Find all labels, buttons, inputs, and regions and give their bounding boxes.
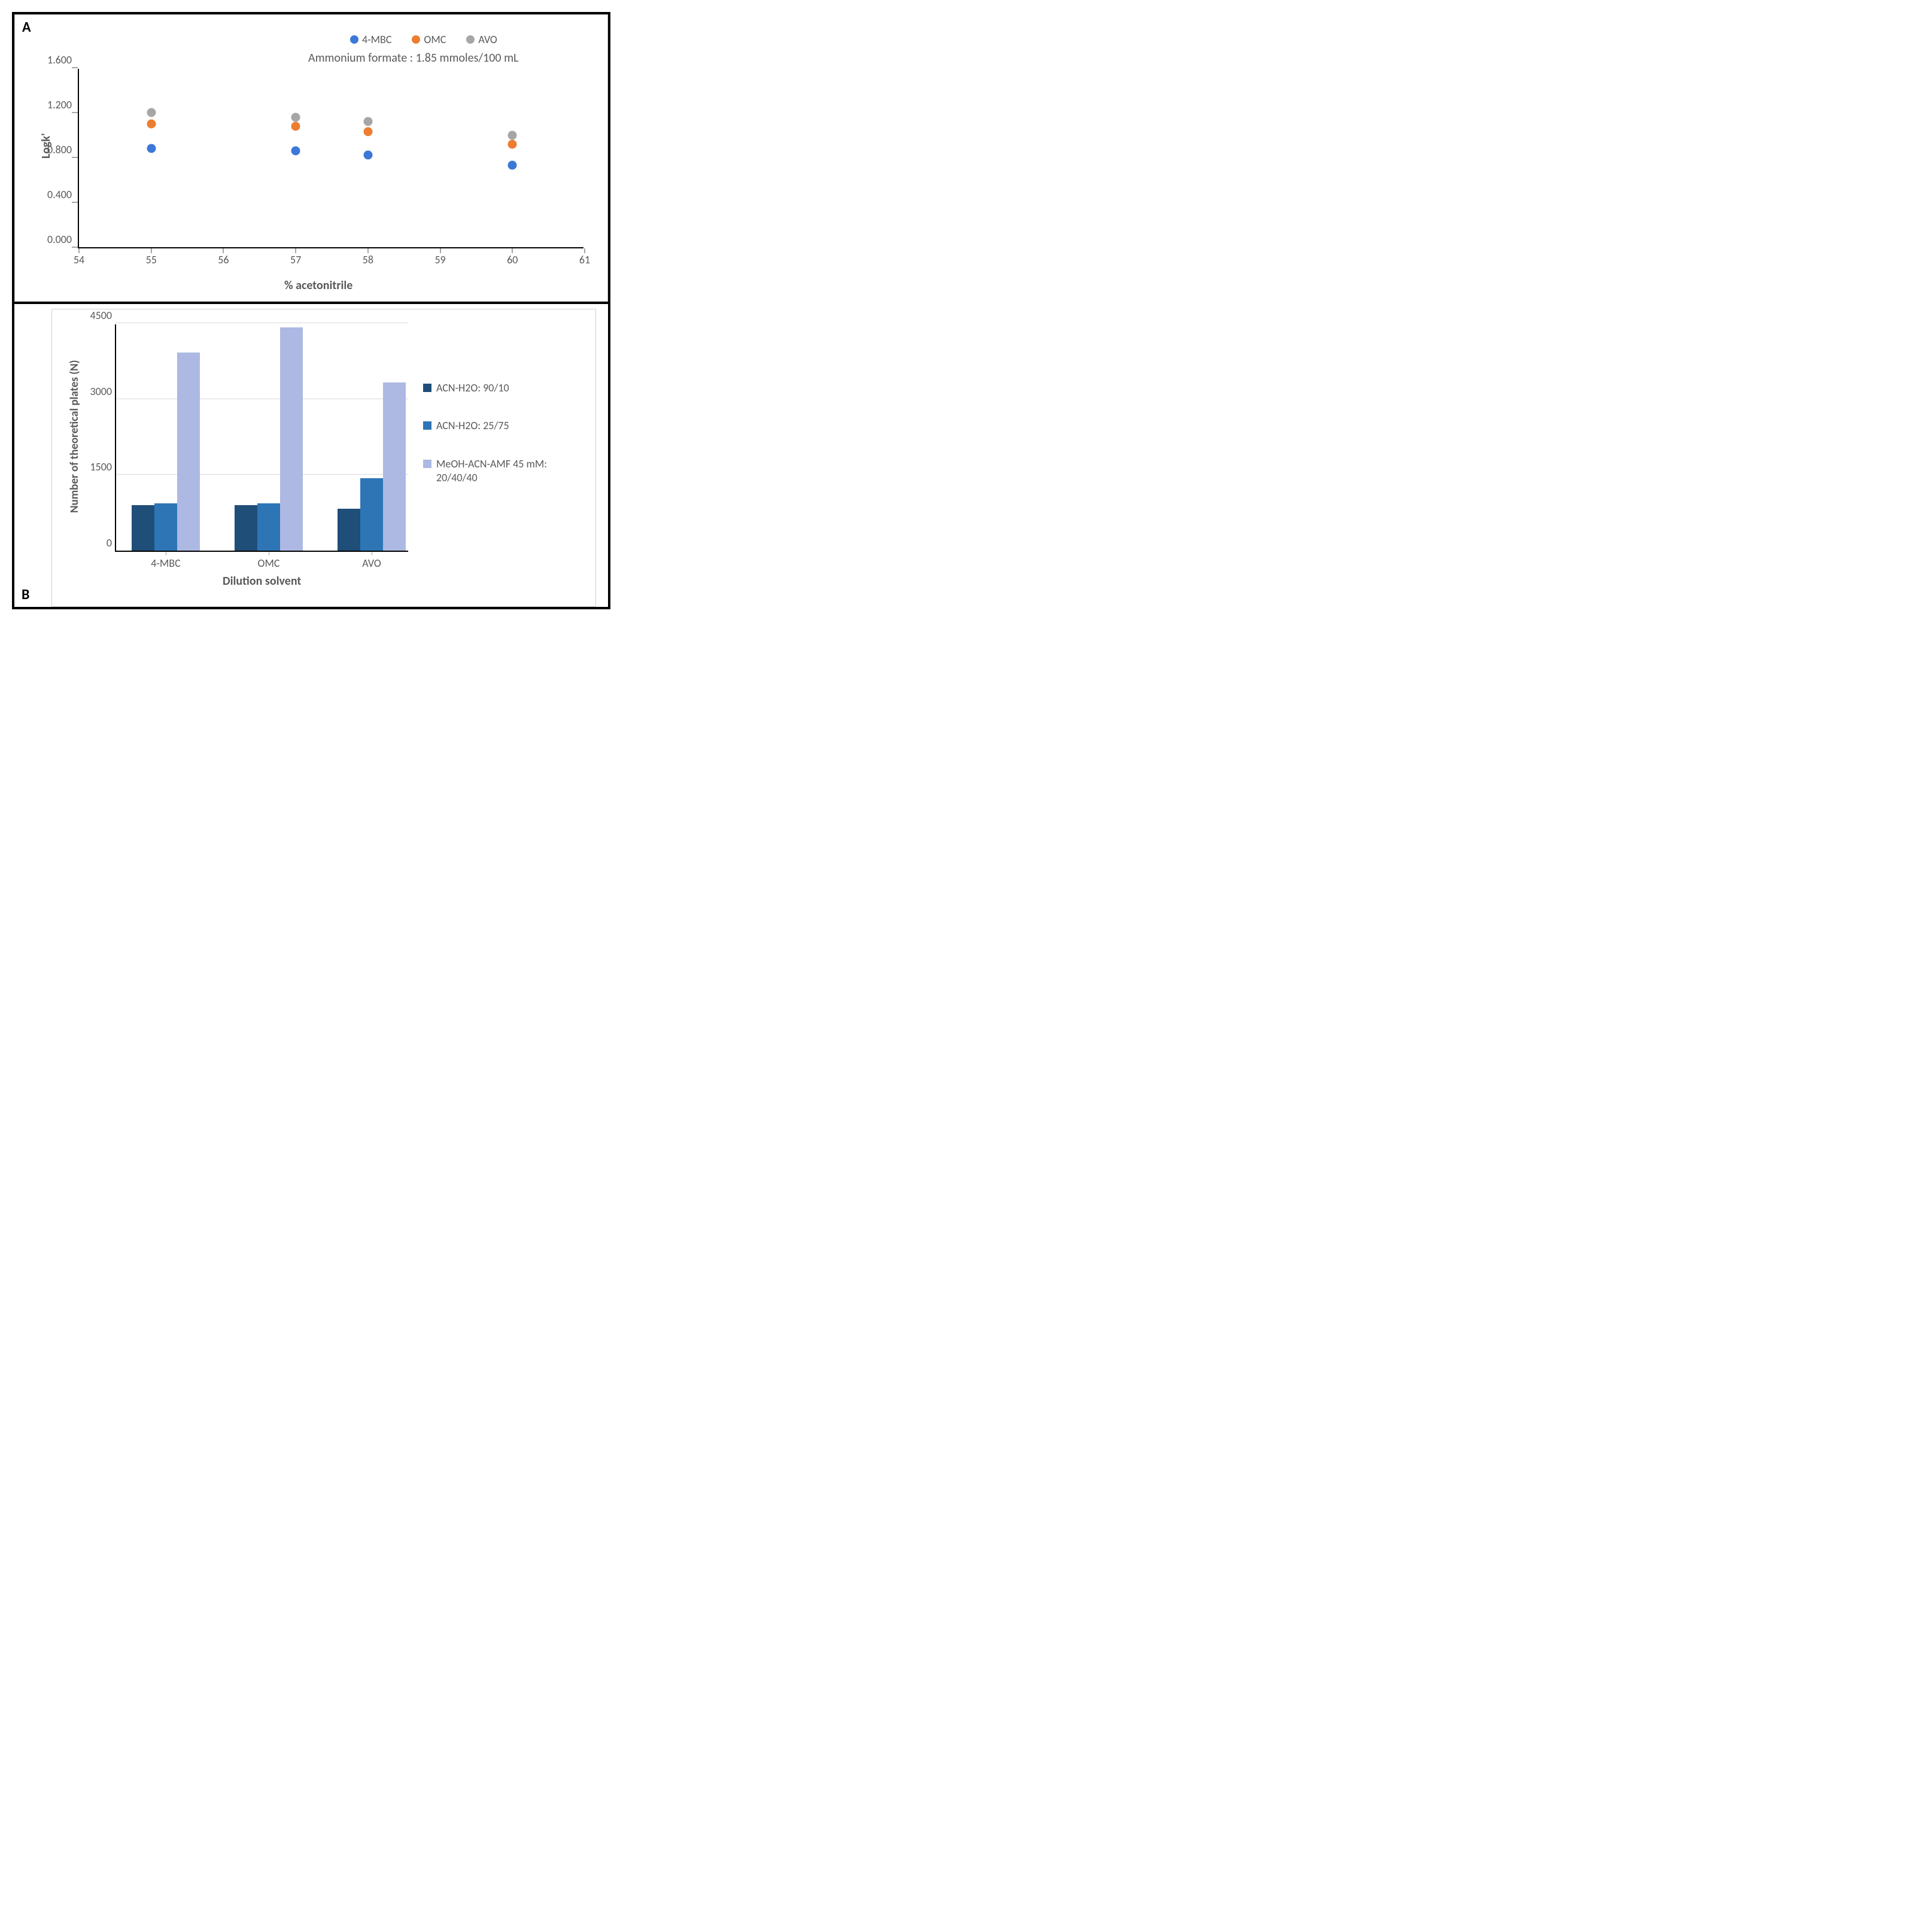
scatter-x-tick-label: 58: [363, 253, 373, 266]
bar-legend-item: MeOH-ACN-AMF 45 mM: 20/40/40: [423, 457, 579, 485]
bar: [280, 327, 303, 551]
scatter-point: [291, 121, 300, 130]
legend-marker-icon: [466, 35, 475, 44]
scatter-point: [508, 139, 517, 148]
scatter-x-tick: [295, 248, 296, 253]
scatter-point: [147, 119, 156, 128]
bar-y-tick-label: 4500: [83, 309, 112, 322]
scatter-point: [363, 117, 372, 126]
scatter-x-tick-label: 59: [434, 253, 445, 266]
scatter-y-tick-label: 0.400: [43, 188, 72, 201]
legend-label: 4-MBC: [362, 33, 391, 46]
legend-marker-icon: [350, 35, 358, 44]
scatter-x-tick: [151, 248, 152, 253]
bar-y-tick-label: 3000: [83, 385, 112, 398]
legend-label: ACN-H2O: 25/75: [436, 419, 509, 433]
bar: [235, 505, 257, 551]
panel-a-label: A: [22, 19, 31, 36]
bar: [177, 353, 200, 551]
bar-legend-item: ACN-H2O: 25/75: [423, 419, 579, 433]
bar-legend-item: ACN-H2O: 90/10: [423, 381, 579, 395]
bar: [257, 503, 280, 551]
scatter-x-tick: [584, 248, 585, 253]
scatter-x-tick-label: 56: [218, 253, 229, 266]
scatter-y-tick: [72, 112, 78, 113]
scatter-y-tick-label: 0.000: [43, 233, 72, 246]
legend-swatch-icon: [423, 421, 431, 430]
scatter-x-tick: [440, 248, 441, 253]
scatter-point: [147, 108, 156, 117]
scatter-x-tick: [512, 248, 513, 253]
scatter-y-tick-label: 0.800: [43, 143, 72, 156]
legend-swatch-icon: [423, 384, 431, 392]
bar-group: AVO: [338, 382, 406, 551]
scatter-x-tick: [78, 248, 80, 253]
panel-b: Number of theoretical plates (N) Dilutio…: [51, 309, 596, 607]
bar-group: 4-MBC: [132, 353, 200, 551]
scatter-point: [291, 146, 300, 155]
scatter-x-tick-label: 54: [74, 253, 84, 266]
bar: [154, 503, 177, 551]
bar-y-tick-label: 0: [83, 536, 112, 549]
bar-category-label: 4-MBC: [132, 557, 200, 570]
panel-b-wrapper: B Number of theoretical plates (N) Dilut…: [14, 302, 608, 607]
legend-label: ACN-H2O: 90/10: [436, 381, 509, 395]
scatter-legend: 4-MBC OMC AVO: [350, 33, 497, 46]
scatter-x-tick: [367, 248, 369, 253]
scatter-legend-item: AVO: [466, 33, 497, 46]
legend-swatch-icon: [423, 460, 431, 468]
bar-plot-area: 01500300045004-MBCOMCAVO: [115, 324, 408, 552]
bar-x-axis-label: Dilution solvent: [223, 574, 301, 588]
bar: [132, 505, 154, 551]
scatter-x-tick: [223, 248, 224, 253]
scatter-y-tick: [72, 247, 78, 248]
scatter-x-tick-label: 55: [146, 253, 157, 266]
figure-frame: A 4-MBC OMC AVO Ammonium formate : 1.85 mm…: [12, 12, 610, 609]
scatter-plot-area: 0.0000.4000.8001.2001.600545556575859606…: [78, 69, 583, 248]
scatter-x-axis-label: % acetonitrile: [284, 278, 352, 293]
legend-label: AVO: [478, 33, 497, 46]
bar-y-axis-label: Number of theoretical plates (N): [68, 360, 81, 513]
scatter-y-tick: [72, 67, 78, 68]
scatter-point: [508, 130, 517, 139]
scatter-point: [363, 151, 372, 160]
scatter-point: [508, 161, 517, 170]
scatter-x-tick-label: 61: [579, 253, 590, 266]
scatter-y-tick: [72, 202, 78, 203]
bar-group: OMC: [235, 327, 303, 551]
scatter-x-tick-label: 57: [290, 253, 301, 266]
scatter-y-tick: [72, 157, 78, 158]
legend-marker-icon: [412, 35, 420, 44]
legend-label: OMC: [424, 33, 446, 46]
bar-y-tick-label: 1500: [83, 460, 112, 473]
bar-category-label: AVO: [338, 557, 406, 570]
scatter-legend-item: 4-MBC: [350, 33, 391, 46]
bar: [360, 478, 383, 551]
scatter-annotation: Ammonium formate : 1.85 mmoles/100 mL: [308, 51, 518, 65]
scatter-point: [291, 113, 300, 121]
scatter-legend-item: OMC: [412, 33, 446, 46]
bar-category-label: OMC: [235, 557, 303, 570]
scatter-point: [147, 144, 156, 153]
bar: [383, 382, 406, 551]
panel-a: A 4-MBC OMC AVO Ammonium formate : 1.85 mm…: [14, 14, 608, 302]
scatter-y-tick-label: 1.200: [43, 98, 72, 111]
panel-b-label: B: [22, 586, 29, 603]
scatter-point: [363, 127, 372, 136]
bar: [338, 509, 360, 551]
scatter-x-tick-label: 60: [507, 253, 518, 266]
legend-label: MeOH-ACN-AMF 45 mM: 20/40/40: [436, 457, 579, 485]
bar-legend: ACN-H2O: 90/10 ACN-H2O: 25/75 MeOH-ACN-AMF…: [423, 381, 579, 485]
scatter-y-tick-label: 1.600: [43, 53, 72, 66]
